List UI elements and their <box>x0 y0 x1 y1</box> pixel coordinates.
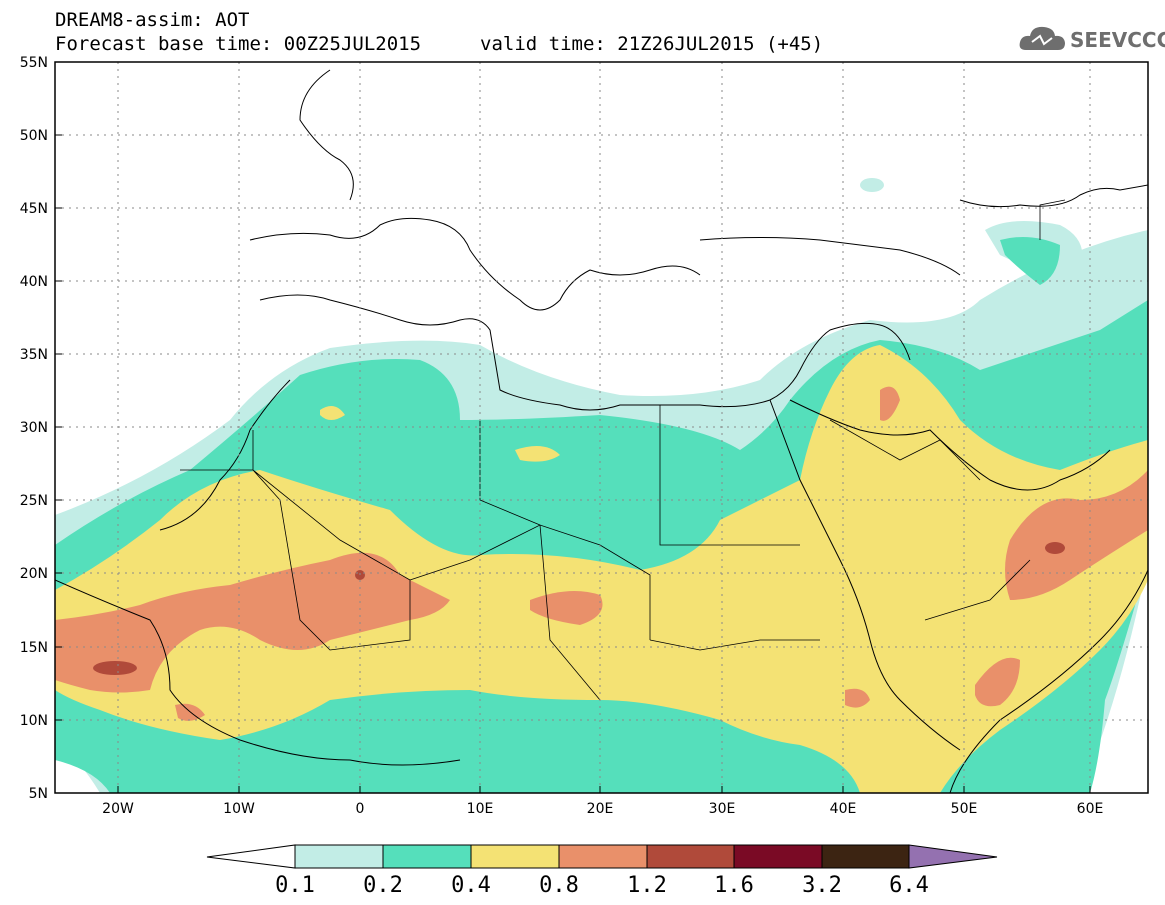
longitude-labels: 20W 10W 0 10E 20E 30E 40E 50E 60E <box>102 801 1103 817</box>
lon-label: 30E <box>709 801 736 817</box>
lat-label: 45N <box>20 201 48 217</box>
graticule <box>55 62 1148 793</box>
aot-contour-1-2 <box>93 542 1065 675</box>
country-borders <box>180 199 1066 701</box>
colorbar-label: 0.8 <box>539 873 579 898</box>
colorbar-label: 0.2 <box>363 873 403 898</box>
colorbar-box <box>470 844 560 869</box>
lon-label: 20E <box>587 801 614 817</box>
coastlines <box>55 69 1148 793</box>
lat-label: 25N <box>20 493 48 509</box>
seevccc-logo: SEEVCCC <box>1018 22 1165 56</box>
aot-field <box>55 178 1148 793</box>
colorbar-box <box>558 844 648 869</box>
colorbar-label: 1.6 <box>714 873 754 898</box>
lat-label: 20N <box>20 566 48 582</box>
lat-label: 50N <box>20 128 48 144</box>
lat-label: 30N <box>20 420 48 436</box>
colorbar-box <box>733 844 823 869</box>
lon-label: 10E <box>467 801 494 817</box>
colorbar-labels: 0.1 0.2 0.4 0.8 1.2 1.6 3.2 6.4 <box>275 873 929 898</box>
colorbar <box>206 844 998 869</box>
lon-label: 20W <box>102 801 134 817</box>
lat-label: 40N <box>20 274 48 290</box>
lon-label: 50E <box>951 801 978 817</box>
colorbar-label: 0.4 <box>451 873 491 898</box>
lat-label: 55N <box>20 55 48 71</box>
lat-label: 35N <box>20 347 48 363</box>
colorbar-label: 1.2 <box>627 873 667 898</box>
lat-label: 15N <box>20 640 48 656</box>
colorbar-label: 3.2 <box>802 873 842 898</box>
lat-label: 5N <box>29 786 48 802</box>
colorbar-box <box>821 844 910 869</box>
lon-label: 10W <box>223 801 255 817</box>
valid-time: valid time: 21Z26JUL2015 (+45) <box>480 33 824 55</box>
colorbar-label: 6.4 <box>889 873 929 898</box>
latitude-labels: 55N 50N 45N 40N 35N 30N 25N 20N 15N 10N … <box>20 55 48 802</box>
lon-label: 40E <box>830 801 857 817</box>
aot-contour-0-4 <box>55 345 1148 793</box>
axis-ticks <box>55 134 1091 793</box>
colorbar-under-arrow <box>206 844 296 869</box>
lon-label: 60E <box>1077 801 1104 817</box>
map-title: DREAM8-assim: AOT <box>55 9 250 31</box>
lon-label: 0 <box>356 801 365 817</box>
colorbar-label: 0.1 <box>275 873 315 898</box>
lat-label: 10N <box>20 713 48 729</box>
colorbar-box <box>646 844 735 869</box>
colorbar-box <box>294 844 384 869</box>
colorbar-box <box>382 844 472 869</box>
forecast-base-time: Forecast base time: 00Z25JUL2015 <box>55 33 422 55</box>
cloud-icon <box>1019 26 1065 50</box>
colorbar-over-arrow <box>908 844 998 869</box>
logo-text: SEEVCCC <box>1070 28 1165 52</box>
aot-contour-0-8 <box>55 386 1148 721</box>
